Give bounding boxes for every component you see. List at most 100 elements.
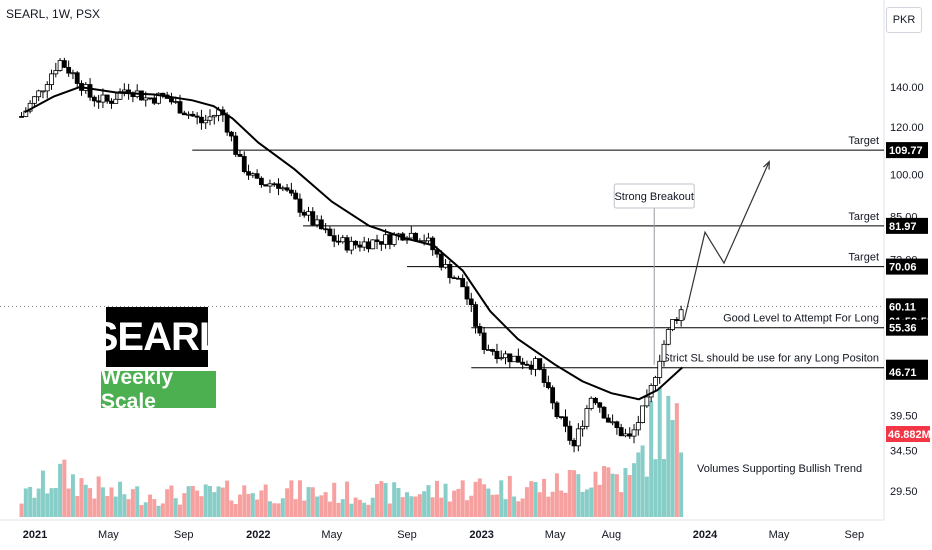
price-label-text: 81.97	[889, 221, 917, 233]
price-axis-tick: 100.00	[890, 169, 924, 181]
candle-body	[237, 154, 243, 157]
candle-body	[580, 425, 586, 430]
candle-body	[524, 363, 530, 366]
candle-body	[511, 355, 517, 363]
volume-bar	[353, 497, 358, 517]
volume-bar	[516, 501, 521, 517]
price-axis-tick: 29.50	[890, 486, 918, 498]
volume-bar	[366, 504, 371, 517]
volume-bar	[276, 503, 281, 517]
candle-body	[490, 349, 496, 352]
price-label-box	[886, 217, 928, 234]
volume-bar	[302, 500, 307, 517]
candle-body	[241, 156, 247, 172]
volume-bar	[216, 486, 221, 517]
volume-bar	[627, 475, 632, 517]
currency-button[interactable]: PKR	[886, 7, 922, 33]
time-axis-tick: Sep	[845, 529, 865, 541]
candle-body	[605, 417, 611, 423]
volume-bar	[473, 481, 478, 517]
volume-bar	[426, 485, 431, 517]
volume-bar	[644, 476, 649, 517]
candle-body	[57, 60, 63, 71]
volume-bar	[550, 491, 555, 517]
time-axis-tick: May	[321, 529, 342, 541]
volume-bar	[156, 505, 161, 517]
candle-body	[70, 72, 76, 75]
volume-bar	[327, 501, 332, 517]
volume-bar	[589, 487, 594, 517]
volume-bar	[597, 484, 602, 517]
candle-body	[383, 234, 389, 245]
volume-bar	[666, 395, 671, 517]
price-axis-tick: 140.00	[890, 82, 924, 94]
level-label: Target	[848, 211, 879, 223]
candle-body	[61, 60, 67, 68]
volume-bar	[186, 486, 191, 517]
volume-bar	[619, 492, 624, 517]
candle-body	[117, 91, 123, 100]
candle-body	[421, 240, 427, 243]
candle-body	[494, 350, 500, 360]
candle-body	[460, 278, 466, 288]
volume-bar	[113, 496, 118, 517]
candle-body	[447, 264, 453, 279]
candle-body	[366, 241, 371, 250]
candle-body	[456, 277, 461, 280]
projection-arrowhead	[762, 160, 770, 170]
price-label-box	[886, 142, 928, 159]
volume-bar	[524, 487, 529, 517]
volume-bar	[109, 487, 114, 517]
volume-bar	[143, 502, 148, 517]
level-label: Target	[848, 252, 879, 264]
volume-bar	[435, 480, 439, 517]
candle-body	[520, 361, 526, 365]
volume-bar	[464, 500, 469, 517]
candle-body	[190, 113, 196, 117]
candle-body	[211, 114, 217, 118]
volume-bar	[606, 467, 611, 517]
time-axis-tick: Aug	[602, 529, 622, 541]
volume-bar	[23, 488, 28, 517]
candle-body	[503, 353, 508, 359]
price-label-text: 109.77	[889, 145, 923, 157]
volume-bar	[310, 487, 315, 517]
candle-body	[541, 368, 547, 383]
symbol-title[interactable]: SEARL, 1W, PSX	[6, 7, 101, 21]
candle-body	[276, 183, 281, 189]
candle-body	[297, 198, 303, 213]
volume-bar	[679, 452, 684, 517]
candle-body	[44, 84, 50, 92]
candle-body	[267, 183, 273, 187]
breakout-callout-box	[613, 183, 695, 209]
candle-body	[653, 377, 658, 386]
candle-body	[246, 171, 251, 176]
volume-bar	[674, 403, 679, 517]
candle-body	[104, 94, 110, 102]
candle-body	[139, 90, 144, 101]
candle-body	[318, 219, 324, 230]
volume-bar	[469, 495, 474, 517]
volume-bar	[490, 494, 495, 517]
volume-bar	[409, 496, 414, 517]
volume-bar	[165, 489, 170, 517]
volume-bar	[400, 497, 405, 517]
candle-body	[109, 100, 114, 104]
candle-body	[203, 119, 209, 124]
volume-bar	[178, 504, 183, 517]
volume-bar	[640, 445, 645, 517]
volume-bar	[40, 470, 45, 517]
volume-bar	[32, 497, 37, 517]
candle-body	[207, 116, 213, 121]
volume-bar	[259, 490, 264, 517]
volume-bar	[118, 481, 123, 517]
candle-body	[438, 253, 444, 268]
volume-bar	[447, 501, 452, 517]
volume-bar	[392, 482, 397, 517]
time-axis-tick: Sep	[397, 529, 417, 541]
candle-body	[408, 232, 414, 239]
candle-body	[344, 237, 350, 251]
volume-bar	[105, 496, 110, 517]
time-axis-tick: 2024	[693, 529, 718, 541]
